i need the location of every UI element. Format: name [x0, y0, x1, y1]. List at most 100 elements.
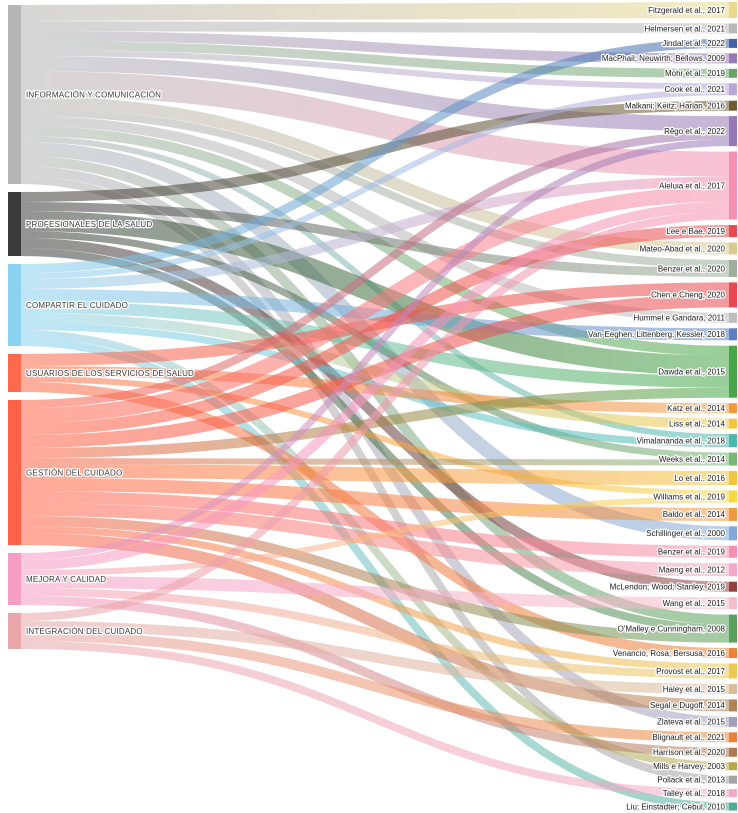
sankey-link: [20, 89, 730, 279]
right-node-label: Dawda et al., 2015: [658, 368, 725, 377]
right-node-33: [729, 716, 737, 727]
left-node-label: PROFESIONALES DE LA SALUD: [26, 220, 152, 229]
right-node-label: Malkani; Keitz; Harlan, 2016: [625, 102, 726, 111]
right-node-label: Provost et al., 2017: [656, 667, 725, 676]
right-node-label: Schillinger et al., 2000: [646, 529, 725, 538]
right-node-label: Fitzgerald et al., 2017: [648, 6, 725, 15]
right-node-1: [729, 23, 737, 34]
sankey-link: [20, 631, 730, 743]
right-node-36: [729, 762, 737, 771]
sankey-link: [20, 176, 730, 289]
right-node-label: Harrison et al., 2020: [653, 748, 726, 757]
right-node-8: [729, 151, 737, 220]
right-node-26: [729, 581, 737, 592]
right-node-label: Mohr et al., 2019: [665, 69, 726, 78]
right-node-9: [729, 225, 737, 238]
left-node-label: COMPARTIR EL CUIDADO: [26, 301, 128, 310]
right-node-15: [729, 345, 737, 398]
sankey-link: [20, 211, 730, 376]
right-node-label: Weeks et al., 2014: [659, 455, 726, 464]
right-node-30: [729, 663, 737, 679]
right-node-label: Helmersen et al., 2021: [645, 24, 726, 33]
right-node-label: Venancio; Rosa; Bersusa, 2016: [613, 649, 726, 658]
right-node-label: Pollack et al., 2013: [657, 775, 725, 784]
right-node-label: Cook et al., 2021: [665, 85, 726, 94]
right-node-label: Van-Eeghen; Littenberg; Kessler, 2018: [588, 330, 725, 339]
right-node-20: [729, 471, 737, 485]
right-node-label: Liu; Einstadter; Cebul, 2010: [626, 802, 725, 811]
sankey-link: [20, 516, 730, 643]
sankey-link: [20, 289, 730, 341]
left-node-gest: [8, 400, 21, 545]
right-node-5: [729, 83, 737, 96]
sankey-link: [20, 41, 730, 78]
right-node-4: [729, 68, 737, 78]
sankey-link: [20, 71, 730, 177]
right-node-label: Williams et al., 2019: [653, 492, 725, 501]
sankey-link: [20, 211, 730, 621]
left-node-label: MEJORA Y CALIDAD: [26, 575, 106, 584]
right-node-32: [729, 699, 737, 712]
right-node-label: Haley et al., 2015: [663, 685, 726, 694]
right-node-label: Jindal et al., 2022: [662, 39, 725, 48]
sankey-link: [20, 50, 730, 90]
sankey-link: [20, 131, 730, 408]
right-node-label: Vimalananda et al., 2018: [637, 436, 726, 445]
sankey-link: [20, 596, 730, 757]
sankey-link: [20, 108, 730, 268]
left-node-mejo: [8, 553, 21, 605]
right-node-28: [729, 614, 737, 643]
left-node-inte: [8, 613, 21, 649]
right-node-2: [729, 38, 737, 48]
right-node-12: [729, 282, 737, 308]
left-node-label: INTEGRACIÓN DEL CUIDADO: [26, 627, 143, 636]
left-node-label: INFORMACIÓN Y COMUNICACIÓN: [26, 90, 161, 99]
right-node-label: Blignault et al., 2021: [653, 733, 726, 742]
right-node-label: Lo et al., 2016: [674, 474, 725, 483]
right-node-label: Wang et al., 2015: [663, 599, 726, 608]
right-node-label: Baldo et al., 2014: [663, 510, 726, 519]
sankey-link: [20, 576, 730, 610]
left-node-comp: [8, 264, 21, 346]
right-node-18: [729, 434, 737, 448]
right-node-label: Mills e Harvey, 2003: [653, 762, 725, 771]
right-node-14: [729, 328, 737, 341]
right-node-0: [729, 2, 737, 18]
left-node-usua: [8, 354, 21, 392]
sankey-link: [20, 387, 730, 458]
right-node-13: [729, 312, 737, 323]
right-node-39: [729, 802, 737, 811]
right-node-label: Benzer et al., 2019: [658, 548, 726, 557]
right-node-21: [729, 490, 737, 503]
sankey-link: [20, 186, 730, 423]
right-node-25: [729, 563, 737, 577]
right-node-label: Mateo-Abad et al., 2020: [640, 244, 726, 253]
sankey-link: [20, 496, 730, 576]
right-node-22: [729, 507, 737, 521]
right-node-23: [729, 526, 737, 541]
right-node-34: [729, 732, 737, 743]
right-node-label: MacPhail; Neuwirth; Bellows, 2009: [602, 54, 726, 63]
sankey-link: [20, 56, 730, 132]
right-node-label: Hummel e Gandara, 2011: [634, 314, 726, 323]
right-node-label: Rêgo et al., 2022: [664, 127, 725, 136]
right-node-29: [729, 648, 737, 659]
sankey-link: [20, 478, 730, 521]
sankey-link: [20, 38, 730, 273]
sankey-link: [20, 21, 730, 34]
sankey-link: [20, 139, 730, 560]
sankey-link: [20, 641, 730, 798]
right-node-7: [729, 116, 737, 147]
right-node-6: [729, 100, 737, 111]
left-node-prof: [8, 192, 21, 256]
sankey-link: [20, 621, 730, 694]
right-node-16: [729, 403, 737, 414]
right-node-label: Liss et al., 2014: [669, 419, 726, 428]
right-node-label: McLendon; Wood; Stanley, 2019: [610, 583, 726, 592]
right-node-label: Lee e Bae, 2019: [666, 227, 725, 236]
left-node-info: [8, 5, 21, 184]
right-node-11: [729, 259, 737, 277]
sankey-link: [20, 458, 730, 466]
